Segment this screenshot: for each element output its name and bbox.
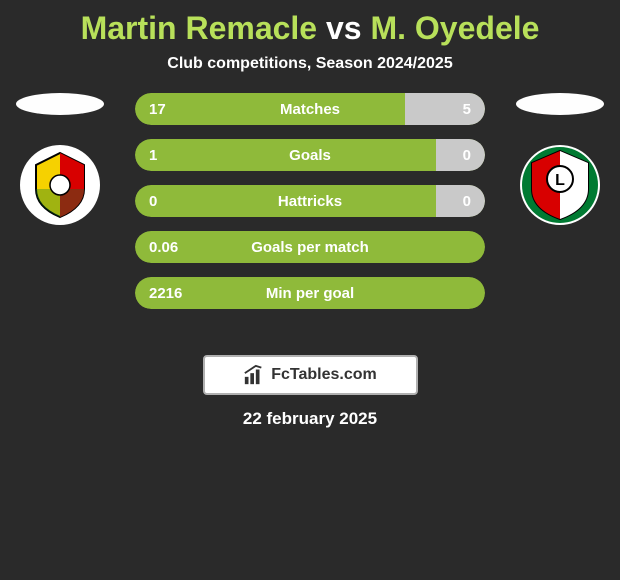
bar-label: Matches: [135, 101, 485, 118]
stat-bar-row: 1Goals0: [135, 139, 485, 171]
brand-box: FcTables.com: [203, 355, 418, 395]
legia-crest-icon: L: [520, 145, 600, 225]
comparison-title: Martin Remacle vs M. Oyedele: [0, 10, 620, 47]
date-text: 22 february 2025: [0, 409, 620, 429]
subtitle: Club competitions, Season 2024/2025: [0, 55, 620, 73]
bar-label: Hattricks: [135, 193, 485, 210]
stat-bar-row: 0.06Goals per match: [135, 231, 485, 263]
stat-bars: 17Matches51Goals00Hattricks00.06Goals pe…: [135, 93, 485, 309]
stat-bar-row: 0Hattricks0: [135, 185, 485, 217]
bar-label: Goals per match: [135, 239, 485, 256]
player2-avatar-placeholder: [516, 93, 604, 115]
bar-label: Goals: [135, 147, 485, 164]
club-logo-left: [20, 145, 100, 225]
chart-area: L 17Matches51Goals00Hattricks00.06Goals …: [0, 93, 620, 343]
left-column: [10, 93, 110, 225]
right-column: L: [510, 93, 610, 225]
bar-value-right: 5: [463, 101, 471, 118]
brand-text: FcTables.com: [271, 366, 377, 384]
bar-value-right: 0: [463, 193, 471, 210]
stat-bar-row: 2216Min per goal: [135, 277, 485, 309]
vs-text: vs: [326, 10, 362, 46]
player1-avatar-placeholder: [16, 93, 104, 115]
stat-bar-row: 17Matches5: [135, 93, 485, 125]
player2-name: M. Oyedele: [370, 10, 539, 46]
bar-chart-icon: [243, 364, 265, 386]
club-logo-right: L: [520, 145, 600, 225]
bar-label: Min per goal: [135, 285, 485, 302]
bar-value-right: 0: [463, 147, 471, 164]
player1-name: Martin Remacle: [81, 10, 318, 46]
korona-crest-icon: [20, 145, 100, 225]
svg-text:L: L: [555, 172, 565, 189]
